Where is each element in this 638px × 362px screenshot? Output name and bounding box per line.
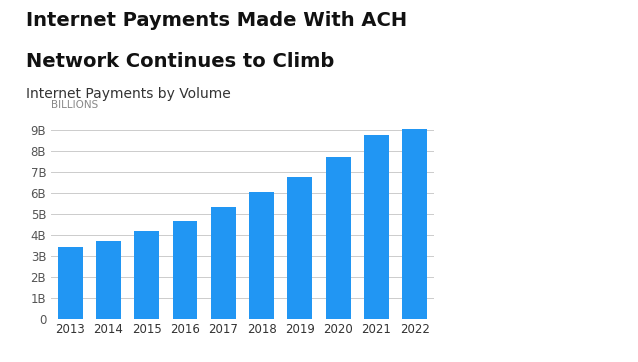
Text: 8.72 billion: 8.72 billion bbox=[477, 185, 547, 198]
Bar bbox=[402, 129, 427, 319]
Bar bbox=[211, 207, 235, 319]
Bar bbox=[364, 135, 389, 319]
Bar bbox=[287, 177, 312, 319]
Text: Total Dollars: Total Dollars bbox=[477, 232, 565, 245]
Text: Dollars - 22.2%: Dollars - 22.2% bbox=[477, 116, 573, 129]
Bar bbox=[325, 157, 350, 319]
Bar bbox=[96, 241, 121, 319]
Text: $4.58 trillion: $4.58 trillion bbox=[477, 275, 556, 288]
Bar bbox=[249, 192, 274, 319]
Text: Payments - 13.2%: Payments - 13.2% bbox=[477, 94, 591, 107]
Text: BILLIONS: BILLIONS bbox=[51, 100, 98, 110]
Text: Total Payments:: Total Payments: bbox=[477, 163, 590, 176]
Text: Network Continues to Climb: Network Continues to Climb bbox=[26, 52, 334, 71]
Bar bbox=[57, 247, 82, 319]
Text: YoY Growth:: YoY Growth: bbox=[477, 65, 563, 78]
Bar bbox=[172, 221, 197, 319]
Text: Internet Payments Made With ACH: Internet Payments Made With ACH bbox=[26, 11, 406, 30]
Text: Transferred:: Transferred: bbox=[477, 253, 564, 266]
Text: Internet Payments by Volume: Internet Payments by Volume bbox=[26, 87, 230, 101]
Bar bbox=[134, 231, 159, 319]
